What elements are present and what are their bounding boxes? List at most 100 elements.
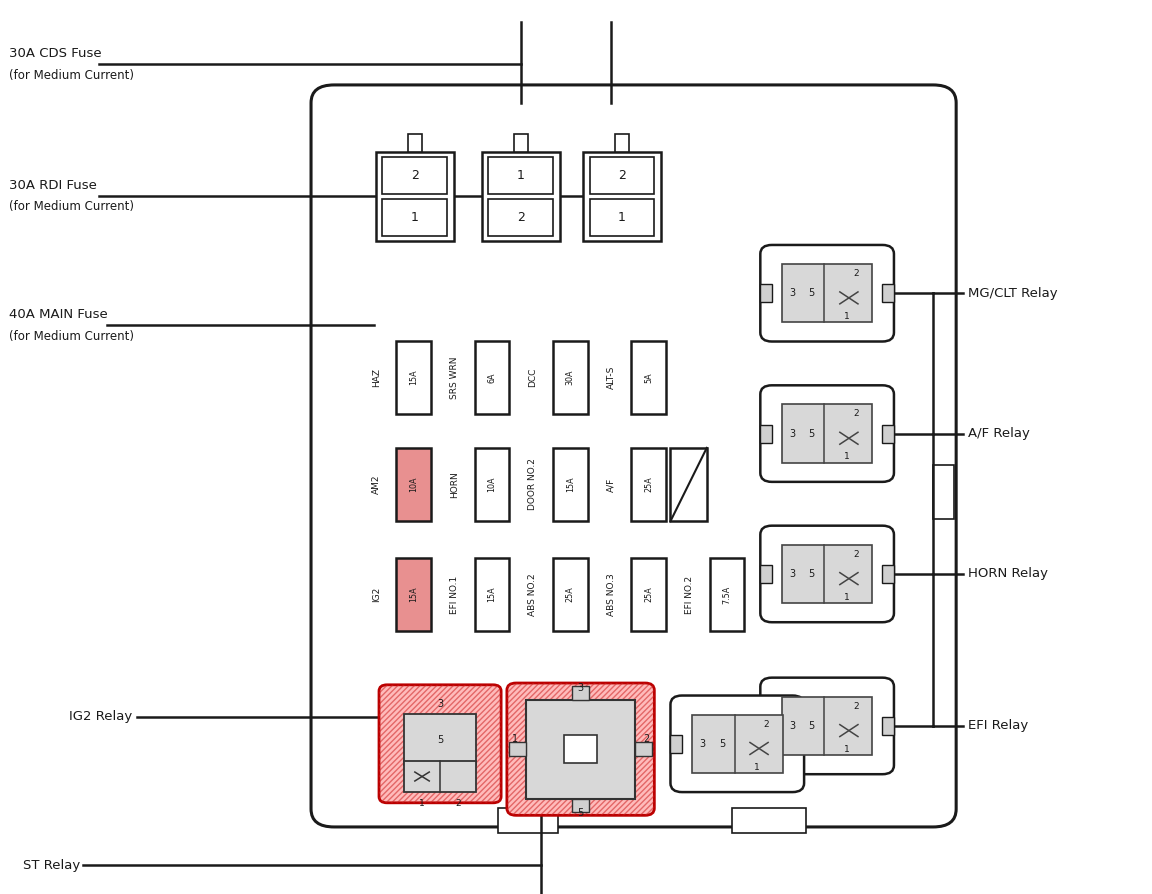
Bar <box>376 152 454 241</box>
Text: DCC: DCC <box>529 367 537 387</box>
Bar <box>571 687 589 700</box>
Bar <box>710 558 744 631</box>
Bar <box>882 425 894 443</box>
Text: HORN: HORN <box>450 471 458 498</box>
Text: ST Relay: ST Relay <box>23 859 81 872</box>
Text: 10A: 10A <box>409 477 418 493</box>
Bar <box>475 448 509 521</box>
Text: 2: 2 <box>764 720 770 729</box>
Bar <box>782 544 872 603</box>
Text: 3: 3 <box>789 428 796 439</box>
Text: AM2: AM2 <box>372 475 380 494</box>
Bar <box>782 696 872 755</box>
Bar <box>475 558 509 631</box>
FancyBboxPatch shape <box>507 683 654 815</box>
Bar <box>631 448 666 521</box>
Text: 5: 5 <box>809 569 814 579</box>
Text: HORN Relay: HORN Relay <box>968 568 1047 580</box>
Text: 2: 2 <box>854 269 859 278</box>
Text: 5: 5 <box>719 738 725 749</box>
Text: 5: 5 <box>809 288 814 299</box>
Text: ABS NO.3: ABS NO.3 <box>607 573 615 616</box>
Text: 5: 5 <box>577 807 584 818</box>
Text: 1: 1 <box>844 452 850 461</box>
FancyBboxPatch shape <box>379 685 501 803</box>
FancyBboxPatch shape <box>311 85 956 827</box>
Bar <box>408 134 422 152</box>
Text: 40A MAIN Fuse: 40A MAIN Fuse <box>9 308 108 321</box>
Bar <box>635 742 652 756</box>
Text: 1: 1 <box>419 798 425 807</box>
Text: EFI Relay: EFI Relay <box>968 720 1028 732</box>
Bar <box>498 808 558 833</box>
Bar <box>882 284 894 302</box>
Text: IG2 Relay: IG2 Relay <box>69 711 132 723</box>
Bar <box>793 735 804 753</box>
Text: 3: 3 <box>437 699 444 709</box>
Bar <box>571 798 589 812</box>
Bar <box>514 134 528 152</box>
Text: (for Medium Current): (for Medium Current) <box>9 200 135 213</box>
Text: MG/CLT Relay: MG/CLT Relay <box>968 287 1058 299</box>
Bar <box>396 558 431 631</box>
Text: (for Medium Current): (for Medium Current) <box>9 330 135 342</box>
Text: 2: 2 <box>455 798 461 807</box>
Bar <box>882 565 894 583</box>
Bar <box>782 264 872 323</box>
Bar <box>882 717 894 735</box>
Text: 1: 1 <box>755 763 760 772</box>
Text: 15A: 15A <box>566 477 575 493</box>
Text: 1: 1 <box>411 211 418 224</box>
Bar <box>482 152 560 241</box>
Bar <box>488 199 553 236</box>
Text: 5: 5 <box>809 721 814 731</box>
FancyBboxPatch shape <box>760 385 894 482</box>
Bar <box>526 700 635 798</box>
Text: 2: 2 <box>619 169 626 182</box>
Text: 2: 2 <box>517 211 524 224</box>
Text: 1: 1 <box>844 593 850 602</box>
Text: 2: 2 <box>643 734 649 745</box>
Text: HAZ: HAZ <box>372 367 380 387</box>
Text: 2: 2 <box>854 550 859 559</box>
Text: 2: 2 <box>854 702 859 711</box>
Bar <box>732 808 806 833</box>
Bar <box>631 558 666 631</box>
Text: 3: 3 <box>577 683 584 694</box>
Bar <box>670 448 707 521</box>
Bar <box>553 558 588 631</box>
Text: 1: 1 <box>844 745 850 754</box>
Text: 30A RDI Fuse: 30A RDI Fuse <box>9 179 97 191</box>
Bar <box>404 761 476 792</box>
Text: 3: 3 <box>789 721 796 731</box>
Text: 15A: 15A <box>487 586 497 603</box>
Bar <box>631 341 666 414</box>
Text: 1: 1 <box>619 211 626 224</box>
Bar <box>509 742 526 756</box>
Bar <box>396 448 431 521</box>
Text: 15A: 15A <box>409 586 418 603</box>
FancyBboxPatch shape <box>760 245 894 342</box>
Text: A/F: A/F <box>607 477 615 492</box>
Text: 1: 1 <box>844 312 850 321</box>
Text: ABS NO.2: ABS NO.2 <box>529 573 537 616</box>
Text: DOOR NO.2: DOOR NO.2 <box>529 459 537 510</box>
Bar <box>404 714 476 765</box>
Bar <box>475 341 509 414</box>
Bar <box>760 717 772 735</box>
Text: 5: 5 <box>809 428 814 439</box>
Text: 3: 3 <box>789 569 796 579</box>
Bar <box>760 565 772 583</box>
Text: SRS WRN: SRS WRN <box>450 356 458 399</box>
Text: A/F Relay: A/F Relay <box>968 427 1030 440</box>
Text: (for Medium Current): (for Medium Current) <box>9 69 135 81</box>
Bar <box>670 735 682 753</box>
Text: 25A: 25A <box>566 586 575 603</box>
Bar <box>760 284 772 302</box>
Text: 3: 3 <box>789 288 796 299</box>
Text: 25A: 25A <box>644 477 653 493</box>
Bar <box>615 134 629 152</box>
Text: 7.5A: 7.5A <box>722 586 732 603</box>
Bar <box>564 735 597 763</box>
FancyBboxPatch shape <box>760 526 894 622</box>
